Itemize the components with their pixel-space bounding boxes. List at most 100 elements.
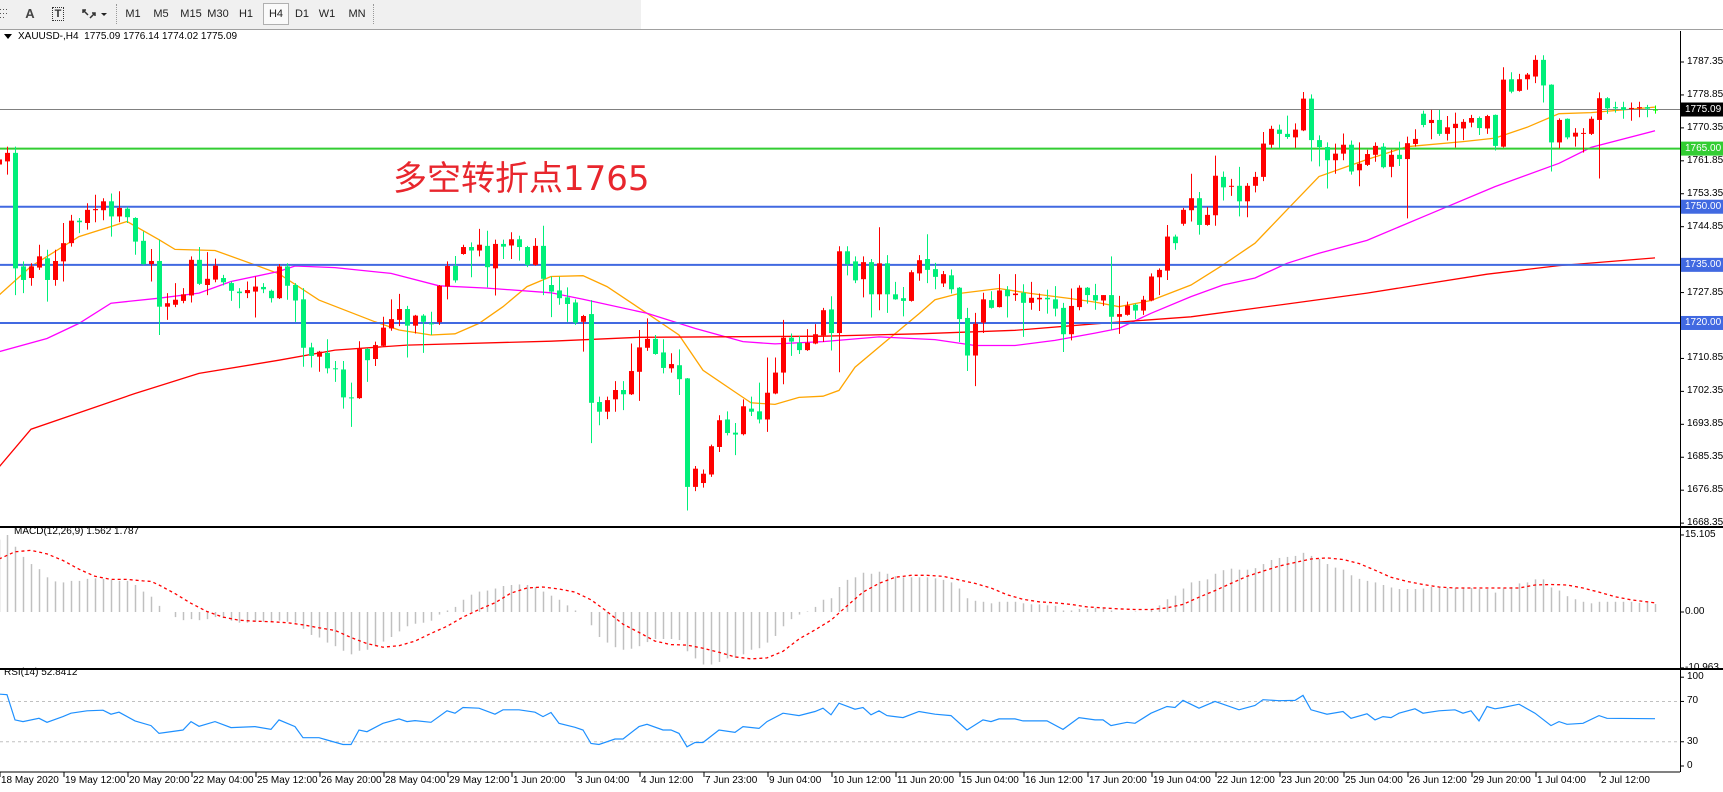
timeframe-m1[interactable]: M1 [125,8,141,20]
text-a-icon[interactable]: A [25,6,35,21]
candle-body [1413,138,1418,144]
timeframe-h4[interactable]: H4 [263,3,289,25]
candle-body [61,243,66,262]
candle-body [325,352,330,369]
candle-body [909,272,914,301]
price-axis-label: 1778.85 [1687,88,1723,100]
candle-body [85,209,90,224]
candle-body [949,275,954,290]
candle-body [517,239,522,248]
timeframe-m5[interactable]: M5 [153,8,169,20]
candle-body [1341,144,1346,154]
time-axis-label: 2 Jul 12:00 [1601,775,1650,786]
candle-body [1373,145,1378,155]
candle-body [1269,128,1274,145]
candle-body [413,315,418,326]
time-axis-label: 28 May 04:00 [385,775,446,786]
candle-body [861,262,866,280]
candle-body [69,220,74,244]
macd-axis-label: 15.105 [1685,528,1716,540]
candle-body [213,265,218,280]
candle-body [117,207,122,217]
chevron-down-icon[interactable] [99,4,109,24]
candle-body [1645,107,1650,109]
candle-body [837,251,842,334]
candle-body [293,285,298,301]
candle-body [1133,304,1138,311]
candle-body [1029,297,1034,303]
candle-body [1325,147,1330,161]
timeframe-m15[interactable]: M15 [180,8,202,20]
candle-body [1621,107,1626,110]
time-axis-label: 19 Jun 04:00 [1153,775,1211,786]
candle-body [1453,123,1458,129]
price-axis-label: 1727.85 [1687,286,1723,298]
candle-body [1365,154,1370,165]
candle-body [1149,276,1154,301]
candle-body [1309,98,1314,141]
time-axis-label: 26 Jun 12:00 [1409,775,1467,786]
price-axis-label: 1787.35 [1687,56,1723,67]
price-axis-label: 1685.35 [1687,451,1723,463]
candle-body [493,243,498,269]
candle-body [101,201,106,211]
timeframe-d1[interactable]: D1 [294,8,310,20]
candle-body [733,432,738,435]
timeframe-w1[interactable]: W1 [318,8,336,20]
candle-body [1093,295,1098,301]
timeframe-h1[interactable]: H1 [238,8,254,20]
price-level-label: 1765.00 [1685,142,1722,154]
candle-body [573,302,578,323]
candle-body [1253,176,1258,186]
candle-body [805,342,810,351]
candle-body [165,303,170,307]
rsi-axis-label: 0 [1687,760,1693,771]
candle-body [389,319,394,329]
candle-body [1549,84,1554,143]
time-axis-label: 4 Jun 12:00 [641,775,694,786]
candle-body [381,327,386,346]
candle-body [541,245,546,279]
candle-body [605,400,610,412]
candle-body [1077,287,1082,308]
candle-body [1525,74,1530,80]
candle-body [461,247,466,255]
candle-body [1469,117,1474,123]
candle-body [1429,119,1434,124]
toolbar: A T M1 M5 M15 M30 H1 H4 D1 W1 MN [0,0,641,30]
candle-body [1493,114,1498,146]
timeframe-mn[interactable]: MN [348,8,366,20]
candle-body [133,217,138,242]
candle-body [189,259,194,296]
price-axis-label: 1693.85 [1687,418,1723,430]
time-axis-label: 10 Jun 12:00 [833,775,891,786]
candle-body [1021,292,1026,303]
macd-axis-label: -10.963 [1685,661,1719,673]
arrows-tool-icon[interactable] [80,4,98,24]
candle-body [1205,214,1210,225]
candle-body [1381,146,1386,168]
candle-body [1389,154,1394,167]
timeframe-m30[interactable]: M30 [207,8,229,20]
candle-body [749,408,754,412]
candle-body [845,251,850,265]
chart-canvas[interactable] [0,30,1723,792]
candle-body [557,290,562,299]
text-label-icon[interactable]: T [50,4,66,24]
candle-body [1317,140,1322,148]
price-level-tag [1681,315,1723,330]
candle-body [301,299,306,348]
grid-tool-icon[interactable] [0,4,10,24]
candle-body [0,159,2,165]
candle-body [509,239,514,246]
candle-body [1013,293,1018,296]
price-axis-label: 1676.85 [1687,484,1723,496]
candle-body [869,262,874,295]
time-axis-label: 25 Jun 04:00 [1345,775,1403,786]
chart-annotation-text: 多空转折点1765 [393,159,650,199]
candle-body [1221,176,1226,188]
candle-body [245,290,250,294]
candle-body [693,468,698,487]
price-axis-label: 1702.35 [1687,385,1723,397]
candle-body [525,247,530,265]
